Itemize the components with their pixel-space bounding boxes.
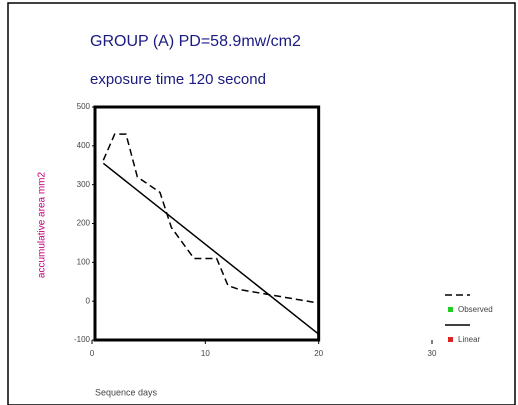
- x-tick-label: 30: [428, 349, 437, 358]
- line-series: [102, 162, 320, 335]
- legend-label: Observed: [458, 305, 493, 314]
- y-tick-label: 500: [77, 102, 91, 111]
- y-tick-label: 300: [77, 180, 91, 189]
- legend-label: Linear: [458, 335, 481, 344]
- y-tick-label: 400: [77, 141, 91, 150]
- legend-swatch: [448, 337, 453, 342]
- y-tick-label: 100: [77, 257, 91, 266]
- chart-subtitle: exposure time 120 second: [90, 71, 266, 88]
- y-tick-label: 200: [77, 219, 91, 228]
- line-series: [102, 133, 319, 304]
- x-tick-label: 10: [201, 349, 210, 358]
- x-tick-label: 20: [314, 349, 323, 358]
- y-tick-label: -100: [74, 335, 91, 344]
- legend-swatch: [448, 307, 453, 312]
- x-tick-label: 0: [90, 349, 95, 358]
- x-axis-label: Sequence days: [95, 387, 158, 397]
- y-tick-label: 0: [86, 296, 91, 305]
- frame: [7, 2, 516, 405]
- y-axis-label: accumulative area mm2: [37, 171, 48, 278]
- chart-title: GROUP (A) PD=58.9mw/cm2: [90, 33, 301, 50]
